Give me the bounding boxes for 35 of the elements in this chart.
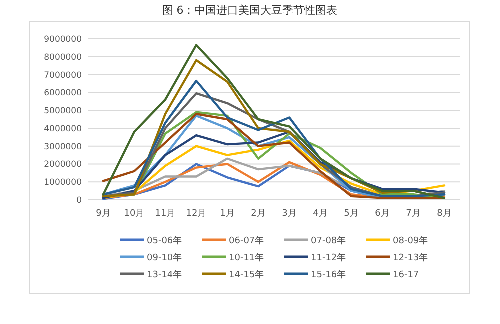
legend-label: 11-12年 bbox=[311, 252, 346, 264]
x-tick-label: 12月 bbox=[186, 209, 207, 219]
legend-label: 07-08年 bbox=[311, 236, 346, 246]
y-tick-label: 4000000 bbox=[44, 124, 82, 134]
x-tick-label: 9月 bbox=[96, 209, 111, 219]
y-tick-label: 2000000 bbox=[44, 160, 82, 170]
legend-label: 16-17 bbox=[393, 270, 420, 280]
legend-label: 13-14年 bbox=[147, 270, 182, 280]
legend-label: 14-15年 bbox=[229, 270, 264, 280]
x-tick-label: 8月 bbox=[437, 209, 452, 219]
y-tick-label: 7000000 bbox=[44, 70, 82, 81]
y-tick-label: 6000000 bbox=[44, 88, 82, 99]
chart-title: 图 6：中国进口美国大豆季节性图表 bbox=[162, 4, 338, 17]
x-tick-label: 1月 bbox=[220, 209, 235, 219]
x-tick-label: 4月 bbox=[313, 209, 328, 219]
y-tick-label: 0 bbox=[76, 196, 82, 206]
legend-label: 08-09年 bbox=[393, 236, 428, 246]
y-tick-label: 3000000 bbox=[44, 142, 82, 152]
legend-label: 05-06年 bbox=[147, 236, 182, 246]
y-tick-label: 5000000 bbox=[44, 106, 82, 117]
x-tick-label: 3月 bbox=[282, 209, 297, 219]
legend-label: 15-16年 bbox=[311, 270, 346, 280]
x-tick-label: 2月 bbox=[251, 209, 266, 219]
legend-label: 09-10年 bbox=[147, 252, 182, 264]
legend-label: 12-13年 bbox=[393, 252, 428, 264]
y-tick-label: 9000000 bbox=[44, 35, 82, 45]
x-tick-label: 10月 bbox=[124, 209, 145, 219]
legend-label: 06-07年 bbox=[229, 236, 264, 246]
y-tick-label: 1000000 bbox=[44, 178, 82, 188]
x-tick-label: 11月 bbox=[155, 209, 176, 219]
x-tick-label: 6月 bbox=[375, 209, 390, 219]
x-tick-label: 7月 bbox=[406, 209, 421, 219]
legend-label: 10-11年 bbox=[229, 252, 264, 264]
y-tick-label: 8000000 bbox=[44, 52, 82, 63]
x-tick-label: 5月 bbox=[344, 209, 359, 219]
